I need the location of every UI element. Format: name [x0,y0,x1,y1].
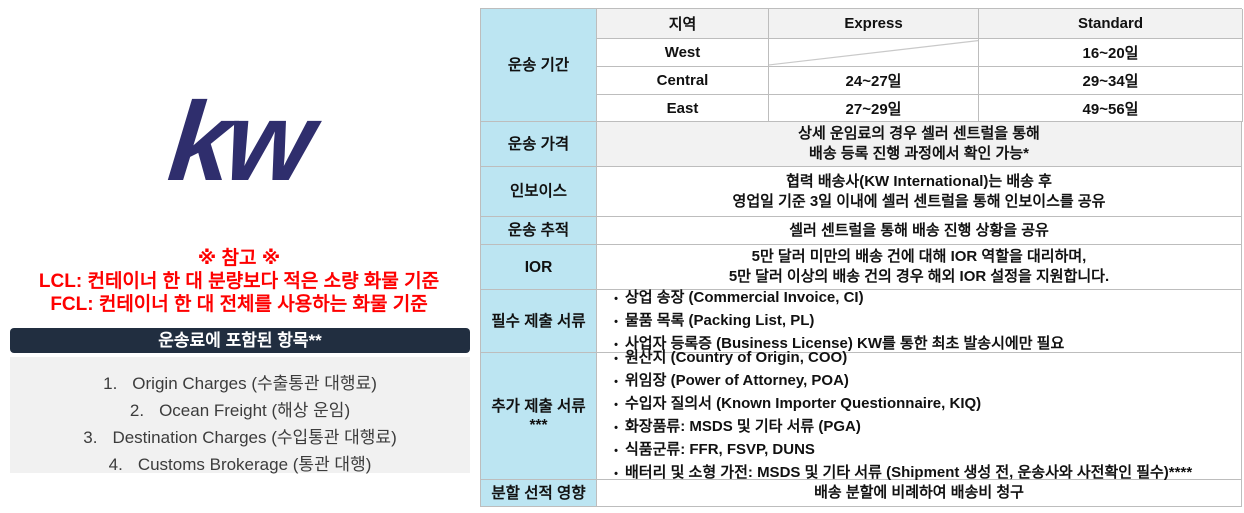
notice-line-fcl: FCL: 컨테이너 한 대 전체를 사용하는 화물 기준 [50,294,428,315]
bullet-item: • 식품군류: FFR, FSVP, DUNS [607,439,1241,462]
content-line: 배송 등록 진행 과정에서 확인 가능* [809,145,1029,162]
duration-header-cell: Standard [979,9,1243,39]
included-items-list: 1. Origin Charges (수출통관 대행료) 2. Ocean Freig… [10,357,470,478]
table-body: 운송 가격 상세 운임료의 경우 셀러 센트럴을 통해 배송 등록 진행 과정에서 … [481,122,1242,507]
bullet-marker-icon: • [614,338,618,351]
notice-title: ※ 참고 ※ [197,248,281,269]
included-item: 3. Destination Charges (수입통관 대행료) [10,424,470,451]
row-content-required: • 상업 송장 (Commercial Invoice, CI) • 물품 목록 (P… [597,287,1242,356]
table-row-track: 운송 추적 셀러 센트럴을 통해 배송 진행 상황을 공유 [481,217,1242,245]
table-row-price: 운송 가격 상세 운임료의 경우 셀러 센트럴을 통해 배송 등록 진행 과정에서 … [481,122,1242,167]
kw-logo: kw [163,79,315,204]
row-label-split: 분할 선적 영향 [481,480,597,507]
content-line: 5만 달러 미만의 배송 건에 대해 IOR 역할을 대리하며, [751,248,1087,265]
bullet-text: 원산지 (Country of Origin, COO) [625,349,848,366]
table-row-ior: IOR 5만 달러 미만의 배송 건에 대해 IOR 역할을 대리하며, 5만 달러… [481,245,1242,290]
content-line: 5만 달러 이상의 배송 건의 경우 해외 IOR 설정을 지원합니다. [728,268,1110,285]
duration-standard-cell: 49~56일 [979,95,1243,122]
bullet-text: 화장품류: MSDS 및 기타 서류 (PGA) [625,418,861,435]
table-row-duration: 운송 기간 지역 Express Standard West 16~20일 Central… [481,9,1243,122]
bullet-marker-icon: • [614,315,618,328]
bullet-marker-icon: • [614,353,618,365]
duration-header-cell: 지역 [597,9,769,39]
lcl-fcl-notice: ※ 참고 ※ LCL: 컨테이너 한 대 분량보다 적은 소량 화물 기준 FC… [0,247,478,316]
row-label-price: 운송 가격 [481,122,597,167]
row-content-track: 셀러 센트럴을 통해 배송 진행 상황을 공유 [597,217,1242,245]
included-item: 4. Customs Brokerage (통관 대행) [10,451,470,478]
bullet-marker-icon: • [614,445,618,457]
row-content-split: 배송 분할에 비례하여 배송비 청구 [597,480,1242,507]
included-item-text: Ocean Freight (해상 운임) [159,401,351,420]
included-item-number: 2. [129,401,145,420]
bullet-text: 물품 목록 (Packing List, PL) [625,311,815,329]
bullet-item: • 사업자 등록증 (Business License) KW를 통한 최초 발송… [607,333,1241,356]
included-item-number: 1. [103,374,118,393]
included-items-header: 운송료에 포함된 항목** [10,328,470,353]
bullet-marker-icon: • [614,399,618,411]
table-row-additional: 추가 제출 서류*** • 원산지 (Country of Origin, COO)… [481,349,1242,481]
bullet-text: 식품군류: FFR, FSVP, DUNS [625,441,815,458]
row-content-additional: • 원산지 (Country of Origin, COO) • 위임장 (Power… [597,349,1242,481]
bullet-marker-icon: • [614,292,618,305]
row-label-duration: 운송 기간 [481,9,597,122]
included-item: 1. Origin Charges (수출통관 대행료) [10,370,470,397]
duration-express-cell: 27~29일 [769,95,979,122]
duration-header-cell: Express [769,9,979,39]
table-row-split: 분할 선적 영향 배송 분할에 비례하여 배송비 청구 [481,480,1242,507]
bullet-text: 수입자 질의서 (Known Importer Questionnaire, K… [625,395,982,412]
bullet-item: • 위임장 (Power of Attorney, POA) [607,370,1241,393]
bullet-item: • 수입자 질의서 (Known Importer Questionnaire, … [607,393,1241,416]
included-item-text: Origin Charges (수출통관 대행료) [132,374,377,393]
duration-region-cell: Central [597,67,769,95]
included-item: 2. Ocean Freight (해상 운임) [10,397,470,424]
bullet-item: • 배터리 및 소형 가전: MSDS 및 기타 서류 (Shipment 생성 … [607,462,1241,485]
bullet-marker-icon: • [614,422,618,434]
included-item-text: Destination Charges (수입통관 대행료) [112,428,397,447]
included-item-number: 4. [108,455,123,474]
included-item-number: 3. [83,428,98,447]
row-content-ior: 5만 달러 미만의 배송 건에 대해 IOR 역할을 대리하며, 5만 달러 이상… [597,245,1242,290]
bullet-marker-icon: • [614,376,618,388]
content-line: 협력 배송사(KW International)는 배송 후 [786,172,1052,190]
duration-express-cell: 24~27일 [769,67,979,95]
content-line: 셀러 센트럴을 통해 배송 진행 상황을 공유 [789,221,1049,239]
duration-grid: 지역 Express Standard West 16~20일 Central 24~27일… [597,9,1243,122]
bullet-text: 상업 송장 (Commercial Invoice, CI) [625,288,864,306]
content-line: 상세 운임료의 경우 셀러 센트럴을 통해 [798,125,1040,142]
diagonal-strike-icon [769,39,978,66]
bullet-item: • 물품 목록 (Packing List, PL) [607,310,1241,333]
bullet-text: 배터리 및 소형 가전: MSDS 및 기타 서류 (Shipment 생성 전… [625,464,1193,481]
bullet-text: 사업자 등록증 (Business License) KW를 통한 최초 발송시… [625,334,1065,352]
bullet-item: • 원산지 (Country of Origin, COO) [607,347,1241,370]
content-line: 배송 분할에 비례하여 배송비 청구 [814,484,1024,501]
content-line: 영업일 기준 3일 이내에 셀러 센트럴을 통해 인보이스를 공유 [732,192,1106,210]
duration-region-cell: East [597,95,769,122]
duration-standard-cell: 29~34일 [979,67,1243,95]
row-label-required: 필수 제출 서류 [481,290,597,353]
row-label-invoice: 인보이스 [481,167,597,217]
row-label-track: 운송 추적 [481,217,597,245]
notice-line-lcl: LCL: 컨테이너 한 대 분량보다 적은 소량 화물 기준 [38,271,440,292]
shipping-info-table: 운송 기간 지역 Express Standard West 16~20일 Central… [480,8,1243,507]
row-label-additional: 추가 제출 서류*** [481,353,597,480]
duration-express-cell [769,39,979,67]
bullet-item: • 상업 송장 (Commercial Invoice, CI) [607,287,1241,310]
included-item-text: Customs Brokerage (통관 대행) [137,455,372,474]
table-row-required: 필수 제출 서류 • 상업 송장 (Commercial Invoice, CI) •… [481,287,1242,356]
bullet-text: 위임장 (Power of Attorney, POA) [625,372,849,389]
bullet-item: • 화장품류: MSDS 및 기타 서류 (PGA) [607,416,1241,439]
table-row-invoice: 인보이스 협력 배송사(KW International)는 배송 후 영업일 기준… [481,167,1242,217]
duration-standard-cell: 16~20일 [979,39,1243,67]
bullet-marker-icon: • [614,468,618,480]
row-label-ior: IOR [481,245,597,290]
included-items-box: 1. Origin Charges (수출통관 대행료) 2. Ocean Freig… [10,357,470,474]
duration-region-cell: West [597,39,769,67]
